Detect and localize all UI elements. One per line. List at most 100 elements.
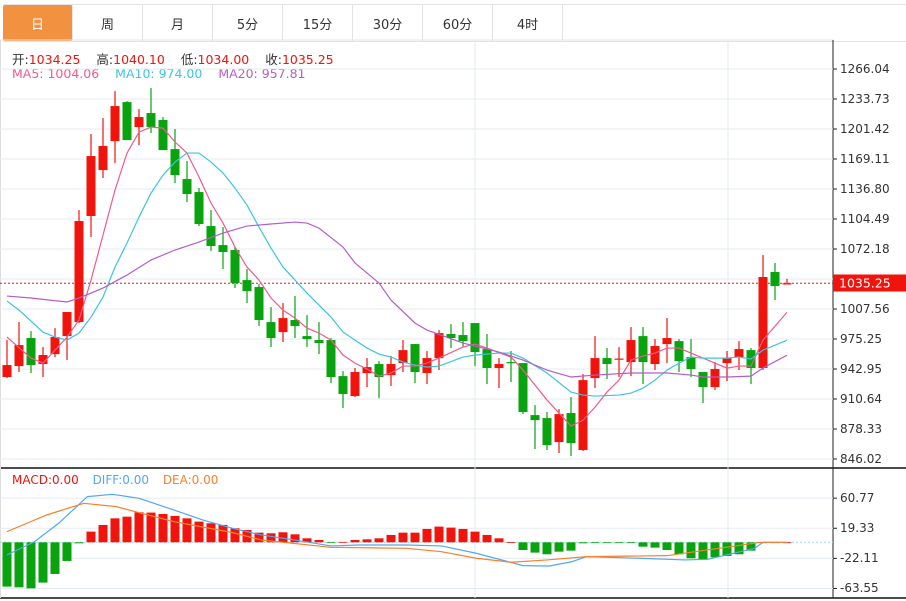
tab-1[interactable]: 周 — [73, 5, 143, 41]
macd-bar — [350, 539, 360, 543]
macd-bar — [602, 542, 612, 544]
tab-6[interactable]: 60分 — [423, 5, 493, 41]
candle-up — [362, 367, 372, 374]
candle-down — [542, 418, 552, 446]
ma5-legend: MA5: 1004.06 — [12, 66, 100, 81]
price-tick-label: 878.33 — [840, 421, 882, 436]
candle-down — [410, 344, 420, 373]
macd-bar — [518, 542, 528, 550]
macd-value: MACD:0.00 — [12, 473, 79, 487]
candle-down — [290, 320, 300, 327]
candle-down — [698, 372, 708, 388]
candle-down — [602, 358, 612, 365]
last-price-tag: 1035.25 — [833, 274, 906, 292]
macd-bar — [218, 524, 228, 543]
price-tick-label: 910.64 — [840, 391, 882, 406]
macd-tick-label: 60.77 — [840, 491, 875, 506]
macd-tick-label: -63.55 — [840, 581, 879, 596]
macd-bar — [338, 541, 348, 543]
close-label: 收: — [265, 52, 282, 67]
candle-up — [650, 346, 660, 365]
macd-bar — [38, 542, 48, 583]
macd-bar — [530, 542, 540, 553]
dea-value: DEA:0.00 — [162, 473, 219, 487]
candle-down — [566, 413, 576, 444]
candle-up — [398, 350, 408, 364]
candle-up — [782, 283, 792, 285]
price-tick-label: 975.25 — [840, 332, 882, 346]
price-tick-label: 1104.49 — [840, 212, 890, 226]
macd-bar — [146, 512, 156, 543]
macd-bar — [722, 542, 732, 556]
tab-3[interactable]: 5分 — [213, 5, 283, 41]
macd-bar — [422, 528, 432, 543]
candle-down — [302, 336, 312, 340]
candle-up — [434, 333, 444, 359]
price-tick-label: 1169.11 — [840, 152, 890, 166]
macd-bar — [554, 542, 564, 552]
price-tick-label: 1136.80 — [840, 182, 890, 196]
high-label: 高: — [96, 52, 114, 67]
macd-bar — [362, 539, 372, 543]
price-tick-label: 1007.56 — [840, 302, 890, 316]
macd-bar — [194, 521, 204, 543]
candle-down — [26, 338, 36, 366]
macd-bar — [2, 542, 12, 587]
candle-down — [254, 287, 264, 321]
macd-bar — [170, 515, 180, 543]
candle-up — [110, 106, 120, 142]
tab-0[interactable]: 日 — [3, 5, 73, 41]
open-value: 1034.25 — [28, 52, 81, 67]
candle-up — [734, 349, 744, 358]
tab-5[interactable]: 30分 — [353, 5, 423, 41]
macd-bar — [662, 542, 672, 550]
candle-down — [182, 179, 192, 195]
candle-up — [722, 358, 732, 364]
macd-bar — [650, 542, 660, 548]
ma20-legend: MA20: 957.81 — [218, 66, 306, 81]
macd-bar — [314, 539, 324, 543]
macd-bar — [230, 528, 240, 543]
macd-bar — [122, 516, 132, 543]
candle-up — [86, 156, 96, 217]
ma10-legend: MA10: 974.00 — [115, 66, 203, 81]
candle-up — [50, 337, 60, 355]
candle-down — [770, 272, 780, 287]
candle-up — [590, 358, 600, 379]
macd-bar — [590, 542, 600, 544]
candle-down — [482, 349, 492, 369]
macd-bar — [206, 523, 216, 543]
diff-line — [6, 493, 787, 567]
tab-4[interactable]: 15分 — [283, 5, 353, 41]
macd-bar — [74, 542, 84, 544]
candle-down — [314, 340, 324, 344]
candle-down — [266, 322, 276, 339]
tab-7[interactable]: 4时 — [493, 5, 563, 41]
ma5-line — [6, 126, 788, 427]
candle-up — [62, 312, 72, 337]
candle-down — [506, 362, 516, 364]
candle-up — [578, 380, 588, 451]
macd-bar — [674, 542, 684, 555]
macd-bar — [734, 542, 744, 555]
candle-down — [686, 357, 696, 370]
tab-2[interactable]: 月 — [143, 5, 213, 41]
macd-bar — [158, 513, 168, 543]
candle-up — [98, 146, 108, 171]
candle-down — [242, 280, 252, 292]
macd-bar — [98, 524, 108, 543]
macd-legend: MACD:0.00 DIFF:0.00 DEA:0.00 — [12, 473, 218, 487]
macd-bar — [434, 526, 444, 543]
period-tabs: 日周月 5分 15分 30分 60分 4时 — [3, 4, 906, 42]
macd-bar — [638, 542, 648, 547]
macd-tick-label: 19.33 — [840, 521, 875, 536]
macd-bar — [470, 531, 480, 543]
dea-line — [6, 502, 787, 563]
candle-up — [134, 117, 144, 128]
price-tick-label: 942.95 — [840, 361, 882, 376]
macd-bar — [746, 542, 756, 551]
candle-down — [326, 340, 336, 378]
candle-down — [338, 376, 348, 395]
candle-up — [38, 355, 48, 365]
